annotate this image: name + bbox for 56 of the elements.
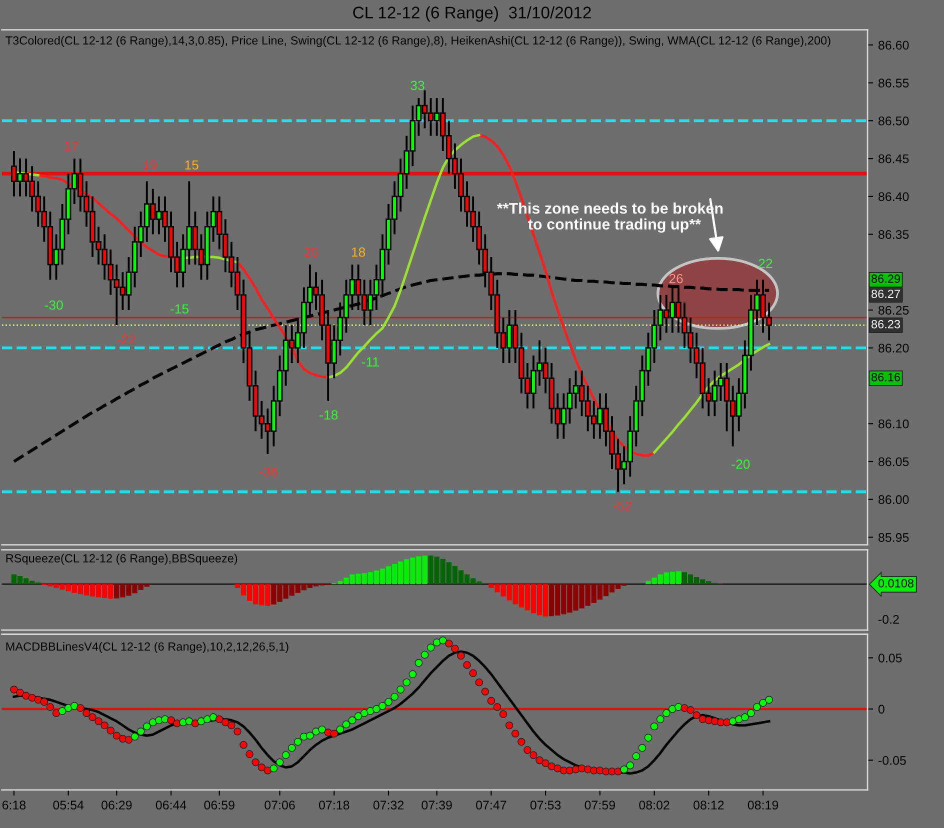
annotation: 22 — [758, 258, 772, 268]
y-tick-label: 86.20 — [878, 344, 909, 353]
x-tick-label: 08:12 — [694, 800, 724, 810]
y-tick-label: 86.00 — [878, 495, 909, 504]
x-tick-label: 07:59 — [584, 800, 615, 810]
annotation: 26 — [669, 274, 683, 284]
annotation: 15 — [185, 160, 198, 170]
annotation: -11 — [362, 357, 379, 366]
annotation: -36 — [259, 467, 278, 476]
y-tick-label: 86.05 — [878, 457, 909, 466]
x-tick-label: 07:47 — [476, 800, 506, 810]
y-tick-label: 86.45 — [878, 154, 909, 164]
annotation: -18 — [320, 410, 338, 420]
x-tick-label: 07:06 — [264, 800, 295, 810]
text: 86.29 — [872, 274, 900, 283]
x-tick-label: 05:54 — [53, 800, 84, 810]
x-tick-label: 08:19 — [748, 800, 778, 810]
text: MACDBBLinesV4(CL 12-12 (6 Range),10,2,12,26,5,1) — [6, 642, 288, 654]
y-tick-label: 86.60 — [878, 40, 909, 50]
annotation: -52 — [613, 501, 632, 510]
x-tick-label: 06:59 — [204, 800, 234, 810]
y-tick-label: -0.05 — [878, 756, 906, 765]
x-tick-label: 07:53 — [530, 800, 561, 810]
chart-title: RSqueeze(CL 12-12 (6 Range),BBSqueeze) — [6, 554, 238, 565]
y-tick-label: 0.05 — [878, 654, 902, 662]
x-tick-label: 07:18 — [318, 800, 350, 810]
chart-subtitle: T3Colored(CL 12-12 (6 Range),14,3,0.85), Price Line, Swing(CL 12-12 (6 Range),8), HeikenAshi(CL 12-12 (6 Range)), Swing, WMA(CL 12-12 (6 Range),200) — [6, 36, 830, 47]
text: 86.27 — [872, 290, 900, 298]
y-tick-label: 86.25 — [878, 306, 909, 315]
y-tick-label: 86.50 — [878, 116, 909, 126]
chart-title: CL 12-12 (6 Range) 31/10/2012 — [353, 6, 591, 22]
text: 0.0108 — [878, 579, 914, 588]
x-tick-label: 6:18 — [2, 800, 26, 810]
text: 86.16 — [872, 373, 900, 382]
text: -0.2 — [878, 614, 899, 624]
x-tick-label: 07:32 — [373, 800, 404, 810]
annotation: 18 — [352, 247, 366, 257]
annotation: -15 — [170, 304, 188, 314]
annotation: -22 — [117, 334, 136, 344]
text: 86.23 — [872, 320, 900, 328]
x-tick-label: 08:02 — [639, 800, 670, 810]
y-tick-label: 86.35 — [878, 230, 909, 239]
annotation: 25 — [304, 247, 318, 257]
annotation: 19 — [144, 160, 157, 170]
y-tick-label: 86.55 — [878, 78, 909, 88]
annotation: -20 — [732, 460, 750, 469]
y-tick-label: 0 — [878, 704, 884, 714]
x-tick-label: 07:39 — [422, 800, 452, 810]
y-tick-label: 86.40 — [878, 192, 909, 202]
x-tick-label: 06:29 — [102, 800, 132, 810]
annotation: -30 — [44, 300, 63, 310]
x-tick-label: 06:44 — [156, 800, 186, 810]
annotation: 17 — [65, 142, 78, 151]
annotation: 33 — [410, 80, 424, 90]
y-tick-label: 86.10 — [878, 419, 909, 428]
y-tick-label: 85.95 — [878, 533, 909, 542]
